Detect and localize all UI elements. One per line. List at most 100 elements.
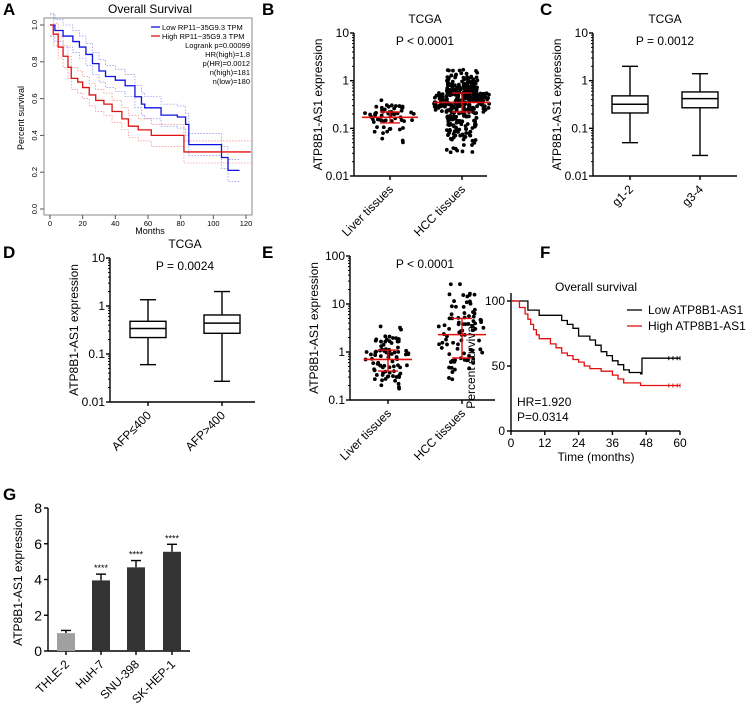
data-point xyxy=(383,334,388,339)
data-point xyxy=(410,118,414,123)
panel-label-A: A xyxy=(3,0,15,19)
data-point xyxy=(471,319,476,324)
data-point xyxy=(379,339,383,344)
panel-label-B: B xyxy=(262,0,274,19)
data-point xyxy=(451,146,456,151)
data-point xyxy=(464,71,469,76)
data-point xyxy=(451,123,456,128)
data-point xyxy=(447,365,451,370)
x-tick-label-e: Liver tissues xyxy=(337,406,394,463)
y-tick-label-b: 10 xyxy=(336,26,350,40)
data-point xyxy=(472,79,477,84)
ci-line xyxy=(50,35,240,182)
data-point xyxy=(374,373,379,377)
x-tick-label-d: AFP>400 xyxy=(183,408,229,454)
data-point xyxy=(473,138,478,142)
box xyxy=(681,91,719,109)
data-point xyxy=(405,363,409,368)
data-point xyxy=(391,374,395,378)
data-point xyxy=(391,336,395,340)
data-point xyxy=(461,137,466,142)
data-point xyxy=(468,301,473,306)
y-tick-label-b: 0.1 xyxy=(332,121,349,135)
bar-THLE-2 xyxy=(57,633,75,651)
data-point xyxy=(440,95,445,100)
data-point xyxy=(437,91,441,95)
data-point xyxy=(486,105,491,110)
data-point xyxy=(375,125,379,130)
legend-label: Low RP11−35G9.3 TPM xyxy=(162,23,243,32)
x-tick-label-b: HCC tissues xyxy=(411,182,468,239)
data-point xyxy=(479,320,483,325)
data-point xyxy=(467,366,472,371)
data-point xyxy=(461,143,466,147)
survival-curve-low xyxy=(50,24,240,172)
bar-HuH-7 xyxy=(92,580,110,651)
data-point xyxy=(403,352,408,357)
data-point xyxy=(449,312,454,317)
data-point xyxy=(466,322,471,326)
data-point xyxy=(447,316,452,321)
data-point xyxy=(445,68,450,73)
data-point xyxy=(375,117,380,122)
data-point xyxy=(444,97,449,102)
p-value-c: P = 0.0012 xyxy=(636,34,694,48)
data-point xyxy=(396,363,400,368)
data-point xyxy=(447,352,452,357)
data-point xyxy=(471,361,476,365)
box xyxy=(129,320,167,339)
data-point xyxy=(368,112,372,117)
data-point xyxy=(393,378,398,383)
bar-SK-HEP-1 xyxy=(163,551,181,651)
y-axis-label-g: ATP8B1-AS1 expression xyxy=(11,514,25,646)
y-tick-label-g: 6 xyxy=(34,536,42,552)
data-point xyxy=(450,377,455,382)
data-point xyxy=(397,127,402,132)
data-point xyxy=(461,67,466,72)
annotation-a: Logrank p=0.00099 xyxy=(185,41,250,50)
y-tick-label-a: 0.2 xyxy=(30,167,39,177)
y-tick-label-d: 10 xyxy=(92,251,106,265)
x-tick-label-a: 20 xyxy=(78,219,86,228)
significance-label: **** xyxy=(129,550,144,560)
data-point xyxy=(461,293,466,297)
data-point xyxy=(392,112,397,117)
data-point xyxy=(447,102,452,107)
x-tick-label-f: 0 xyxy=(508,436,515,450)
y-tick-label-d: 0.01 xyxy=(82,395,106,409)
data-point xyxy=(450,105,455,110)
x-axis-label-f: Time (months) xyxy=(558,450,635,464)
data-point xyxy=(461,305,466,309)
data-point xyxy=(460,149,465,154)
ci-line xyxy=(50,13,240,160)
y-tick-label-g: 2 xyxy=(34,607,42,623)
data-point xyxy=(444,337,448,342)
data-point xyxy=(449,304,454,309)
data-point xyxy=(381,125,386,130)
data-point xyxy=(472,307,477,312)
data-point xyxy=(464,88,469,93)
data-point xyxy=(444,94,449,99)
data-point xyxy=(475,70,480,75)
data-point xyxy=(380,378,384,383)
data-point xyxy=(470,138,475,143)
data-point xyxy=(383,339,388,344)
data-point xyxy=(399,327,403,332)
data-point xyxy=(458,282,462,287)
data-point xyxy=(396,381,401,386)
data-point xyxy=(455,148,460,153)
data-point xyxy=(463,124,468,128)
data-point xyxy=(394,355,399,359)
data-point xyxy=(477,338,481,343)
y-tick-label-a: 1.0 xyxy=(30,20,39,30)
data-point xyxy=(372,368,377,373)
ci-line xyxy=(50,35,251,164)
y-axis-label-b: ATP8B1-AS1 expression xyxy=(311,39,325,171)
data-point xyxy=(397,375,401,379)
y-tick-label-b: 0.01 xyxy=(326,169,350,183)
data-point xyxy=(372,129,377,134)
annotation-f: P=0.0314 xyxy=(517,410,569,424)
data-point xyxy=(448,127,452,132)
y-tick-label-c: 0.1 xyxy=(571,121,588,135)
